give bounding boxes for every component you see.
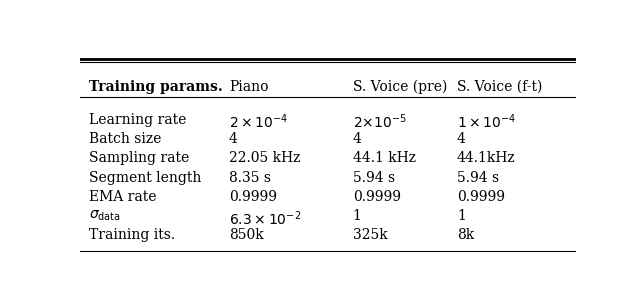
Text: 0.9999: 0.9999 bbox=[229, 190, 276, 204]
Text: 5.94 s: 5.94 s bbox=[457, 170, 499, 185]
Text: 4: 4 bbox=[457, 132, 466, 146]
Text: 8.35 s: 8.35 s bbox=[229, 170, 271, 185]
Text: 8k: 8k bbox=[457, 228, 474, 242]
Text: EMA rate: EMA rate bbox=[89, 190, 156, 204]
Text: Training its.: Training its. bbox=[89, 228, 175, 242]
Text: $1 \times 10^{-4}$: $1 \times 10^{-4}$ bbox=[457, 113, 516, 131]
Text: 44.1 kHz: 44.1 kHz bbox=[353, 151, 416, 165]
Text: 44.1kHz: 44.1kHz bbox=[457, 151, 516, 165]
Text: Training params.: Training params. bbox=[89, 80, 223, 94]
Text: 5.94 s: 5.94 s bbox=[353, 170, 395, 185]
Text: 1: 1 bbox=[353, 209, 362, 223]
Text: $6.3 \times 10^{-2}$: $6.3 \times 10^{-2}$ bbox=[229, 209, 301, 228]
Text: $\sigma_\mathrm{data}$: $\sigma_\mathrm{data}$ bbox=[89, 209, 121, 223]
Text: 325k: 325k bbox=[353, 228, 388, 242]
Text: Batch size: Batch size bbox=[89, 132, 161, 146]
Text: Segment length: Segment length bbox=[89, 170, 202, 185]
Text: 850k: 850k bbox=[229, 228, 264, 242]
Text: 22.05 kHz: 22.05 kHz bbox=[229, 151, 300, 165]
Text: 0.9999: 0.9999 bbox=[457, 190, 505, 204]
Text: 4: 4 bbox=[229, 132, 237, 146]
Text: 1: 1 bbox=[457, 209, 466, 223]
Text: 4: 4 bbox=[353, 132, 362, 146]
Text: S. Voice (f-t): S. Voice (f-t) bbox=[457, 80, 542, 94]
Text: $2 \times 10^{-4}$: $2 \times 10^{-4}$ bbox=[229, 113, 288, 131]
Text: $2{\times}10^{-5}$: $2{\times}10^{-5}$ bbox=[353, 113, 406, 131]
Text: Piano: Piano bbox=[229, 80, 268, 94]
Text: 0.9999: 0.9999 bbox=[353, 190, 401, 204]
Text: S. Voice (pre): S. Voice (pre) bbox=[353, 80, 447, 94]
Text: Learning rate: Learning rate bbox=[89, 113, 186, 127]
Text: Sampling rate: Sampling rate bbox=[89, 151, 189, 165]
